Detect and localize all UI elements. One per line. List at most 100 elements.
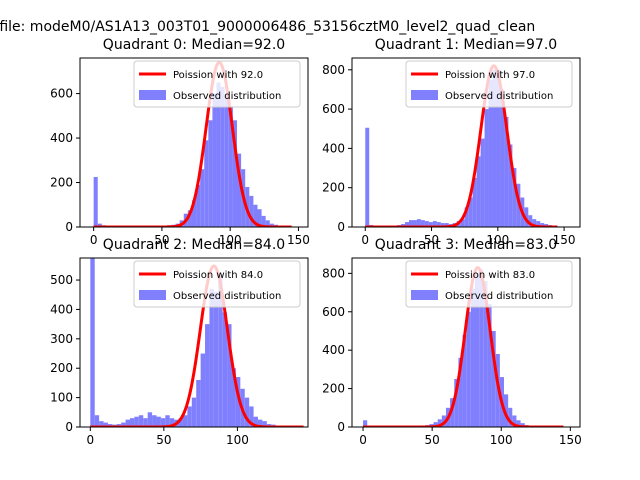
legend-label-fit: Poission with 84.0 — [173, 270, 263, 281]
histogram-bar — [103, 422, 108, 427]
y-tick-label: 400 — [322, 343, 345, 357]
y-tick-label: 0 — [65, 420, 73, 434]
histogram-bar — [524, 207, 529, 227]
histogram-bar — [99, 421, 104, 427]
histogram-bar — [218, 274, 223, 427]
histogram-bar — [165, 415, 170, 427]
y-tick-label: 500 — [50, 273, 73, 287]
histogram-bar — [237, 153, 242, 227]
histogram-bar — [235, 377, 241, 427]
panel-title: Quadrant 1: Median=97.0 — [375, 37, 557, 53]
x-tick-label: 0 — [90, 233, 98, 247]
legend-box — [405, 60, 573, 108]
histogram-bar — [222, 312, 228, 427]
histogram-bar — [516, 420, 521, 427]
histogram-bar — [244, 397, 250, 427]
histogram-bar — [90, 258, 95, 427]
histogram-bar — [520, 423, 525, 427]
y-tick-label: 600 — [322, 102, 345, 116]
histogram-bar — [487, 304, 492, 427]
histogram-bar — [474, 273, 480, 427]
histogram-bar — [462, 334, 467, 427]
histogram-bar — [200, 353, 206, 427]
histogram-bar — [444, 223, 449, 227]
histogram-bar — [484, 109, 489, 227]
histogram-bar — [178, 418, 183, 427]
histogram-bar — [504, 116, 509, 227]
histogram-bar — [265, 220, 270, 227]
legend-label-fit: Poission with 92.0 — [173, 70, 263, 81]
histogram-bar — [257, 419, 263, 427]
histogram-bar — [365, 127, 370, 227]
histogram-bar — [504, 394, 509, 427]
axes-frame — [351, 257, 581, 428]
histogram-bar — [204, 140, 209, 227]
histogram-bar — [169, 418, 175, 427]
histogram-bar — [470, 288, 475, 427]
histogram-bar — [187, 210, 192, 227]
legend-label-fit: Poission with 97.0 — [445, 70, 535, 81]
histogram-bar — [143, 418, 148, 427]
legend-label-observed: Observed distribution — [445, 291, 553, 302]
axes-frame — [79, 57, 309, 228]
histogram-bar — [496, 69, 501, 227]
histogram-bar — [460, 219, 465, 227]
x-tick-label: 150 — [559, 433, 582, 447]
histogram-bar — [220, 86, 225, 227]
x-tick-label: 50 — [425, 433, 440, 447]
y-tick-label: 800 — [322, 63, 345, 77]
histogram-bar — [508, 407, 513, 427]
histogram-bar — [409, 220, 413, 227]
histogram-bar — [500, 89, 505, 227]
x-tick-label: 100 — [226, 433, 249, 447]
histogram-bar — [540, 223, 545, 227]
histogram-bar — [405, 222, 409, 227]
legend-label-observed: Observed distribution — [445, 91, 553, 102]
panel-title: Quadrant 3: Median=83.0 — [375, 237, 557, 253]
histogram-bar — [209, 288, 214, 427]
histogram-bar — [454, 378, 459, 427]
histogram-bar — [433, 422, 438, 427]
histogram-bar — [253, 204, 258, 227]
histogram-bar — [231, 368, 236, 427]
histogram-bar — [468, 197, 473, 227]
y-tick-label: 0 — [337, 420, 345, 434]
histogram-bar — [121, 422, 126, 427]
legend-box — [133, 60, 301, 108]
panel-3: 0 50 100 150 0 200 400 600 800 Poission with 83.0… — [322, 237, 582, 447]
x-tick-label: 100 — [219, 233, 242, 247]
y-tick-label: 200 — [50, 361, 73, 375]
histogram-bar — [512, 415, 517, 427]
x-tick-label: 100 — [486, 233, 509, 247]
legend-label-observed: Observed distribution — [173, 91, 281, 102]
histogram-bar — [436, 222, 441, 227]
y-tick-label: 400 — [322, 141, 345, 155]
histogram-bar — [363, 420, 368, 427]
histogram-bar — [249, 195, 254, 227]
histogram-bar — [152, 415, 157, 427]
y-tick-label: 300 — [50, 332, 73, 346]
histogram-bar — [147, 412, 153, 427]
figure-title: n file: modeM0/AS1A13_003T01_9000006486_… — [0, 19, 535, 35]
histogram-bar — [134, 416, 139, 427]
histogram-bar — [464, 207, 469, 227]
histogram-bar — [253, 416, 258, 427]
histogram-bar — [249, 406, 254, 427]
histogram-bar — [269, 223, 274, 227]
histogram-bar — [508, 144, 513, 227]
histogram-bar — [532, 219, 537, 227]
x-tick-label: 150 — [287, 233, 310, 247]
histogram-bar — [213, 291, 219, 427]
legend-bar-swatch — [411, 290, 438, 300]
poisson-fit-line — [92, 60, 293, 227]
histogram-bar — [536, 221, 541, 227]
y-tick-label: 0 — [337, 220, 345, 234]
histogram-bar — [262, 421, 267, 427]
histogram-bar — [480, 138, 485, 227]
histogram-bar — [450, 398, 455, 427]
histogram-bar — [424, 221, 429, 227]
x-tick-label: 50 — [424, 233, 439, 247]
histogram-bar — [187, 406, 192, 427]
y-tick-label: 600 — [50, 87, 73, 101]
histogram-bar — [483, 281, 488, 427]
